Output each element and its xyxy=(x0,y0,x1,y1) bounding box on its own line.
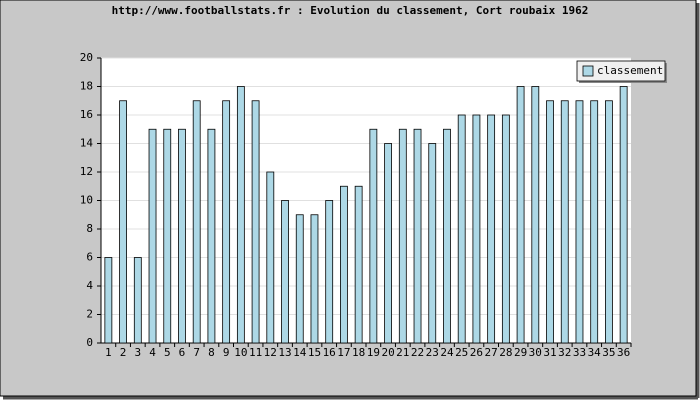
bar xyxy=(472,114,481,344)
y-tick-label: 16 xyxy=(80,108,93,121)
bar xyxy=(133,257,142,344)
bar xyxy=(310,214,319,344)
bar xyxy=(119,100,127,344)
x-tick-label: 34 xyxy=(588,346,602,359)
bar xyxy=(443,128,451,344)
bar xyxy=(384,143,392,344)
x-tick-label: 6 xyxy=(179,346,186,359)
x-tick-label: 22 xyxy=(411,346,424,359)
bar xyxy=(369,128,378,344)
bar xyxy=(546,100,554,344)
bar xyxy=(575,100,584,344)
y-tick-label: 10 xyxy=(80,194,93,207)
bar xyxy=(487,114,496,344)
bar xyxy=(340,185,348,344)
x-tick-label: 17 xyxy=(337,346,350,359)
x-tick-label: 36 xyxy=(617,346,630,359)
x-tick-label: 3 xyxy=(134,346,141,359)
x-tick-label: 14 xyxy=(293,346,307,359)
bar xyxy=(222,100,231,344)
x-tick-label: 12 xyxy=(264,346,277,359)
bar xyxy=(325,200,334,344)
y-tick-label: 14 xyxy=(80,137,94,150)
bar xyxy=(207,128,216,344)
x-tick-label: 15 xyxy=(308,346,321,359)
y-tick-label: 0 xyxy=(86,336,93,349)
x-tick-label: 21 xyxy=(396,346,409,359)
x-tick-label: 20 xyxy=(381,346,394,359)
x-tick-label: 32 xyxy=(558,346,571,359)
bar xyxy=(516,86,525,344)
bar xyxy=(104,257,113,344)
x-tick-label: 10 xyxy=(234,346,247,359)
x-tick-label: 7 xyxy=(193,346,200,359)
x-tick-label: 23 xyxy=(426,346,439,359)
x-tick-label: 27 xyxy=(485,346,498,359)
bar xyxy=(531,86,540,344)
x-tick-label: 16 xyxy=(323,346,336,359)
legend-swatch xyxy=(582,65,594,77)
y-tick-label: 18 xyxy=(80,80,93,93)
y-tick-label: 8 xyxy=(86,222,93,235)
y-tick-label: 6 xyxy=(86,251,93,264)
bar xyxy=(148,128,157,344)
x-tick-label: 33 xyxy=(573,346,586,359)
bar xyxy=(413,128,422,344)
x-tick-label: 18 xyxy=(352,346,365,359)
bar xyxy=(457,114,466,344)
x-tick-label: 25 xyxy=(455,346,468,359)
x-tick-label: 8 xyxy=(208,346,215,359)
y-tick-label: 12 xyxy=(80,165,93,178)
x-tick-label: 13 xyxy=(278,346,291,359)
y-tick-label: 20 xyxy=(80,51,93,64)
legend-label: classement xyxy=(597,64,663,77)
x-tick-label: 28 xyxy=(499,346,512,359)
bar xyxy=(178,128,186,344)
x-tick-label: 11 xyxy=(249,346,262,359)
x-tick-label: 2 xyxy=(120,346,127,359)
y-tick-label: 2 xyxy=(86,308,93,321)
bar xyxy=(163,128,172,344)
x-tick-label: 5 xyxy=(164,346,171,359)
x-tick-label: 35 xyxy=(602,346,615,359)
x-tick-label: 9 xyxy=(223,346,230,359)
bar xyxy=(590,100,599,344)
x-tick-label: 24 xyxy=(440,346,454,359)
bar xyxy=(398,128,407,344)
bar xyxy=(428,143,437,344)
bar xyxy=(251,100,260,344)
bar xyxy=(192,100,201,344)
y-tick-label: 4 xyxy=(86,279,93,292)
x-tick-label: 30 xyxy=(529,346,542,359)
bar xyxy=(281,200,289,344)
x-tick-label: 26 xyxy=(470,346,483,359)
bar xyxy=(354,185,363,344)
x-tick-label: 1 xyxy=(105,346,112,359)
legend-box xyxy=(576,60,666,82)
bar xyxy=(295,214,304,344)
x-tick-label: 31 xyxy=(543,346,556,359)
x-tick-label: 19 xyxy=(367,346,380,359)
bar xyxy=(560,100,569,344)
x-tick-label: 4 xyxy=(149,346,156,359)
bar xyxy=(605,100,613,344)
bar xyxy=(236,86,245,344)
x-tick-label: 29 xyxy=(514,346,527,359)
bar xyxy=(619,86,628,344)
bar xyxy=(266,171,275,344)
chart-title: http://www.footballstats.fr : Evolution … xyxy=(112,4,589,17)
bar xyxy=(501,114,510,344)
